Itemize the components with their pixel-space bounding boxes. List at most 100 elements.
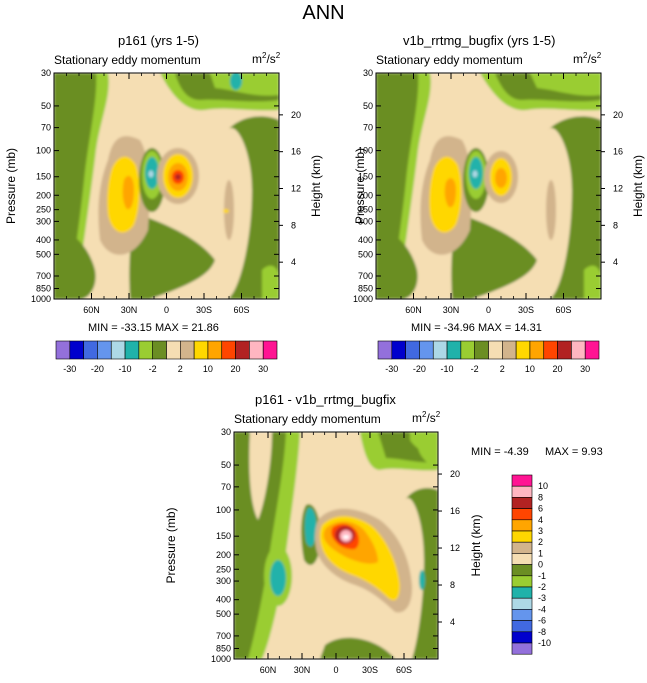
colorbar-swatch xyxy=(511,474,533,487)
height-tick-label: 4 xyxy=(291,257,296,267)
colorbar-swatch xyxy=(446,340,462,360)
colorbar-label: 4 xyxy=(538,515,543,525)
pressure-tick-label: 250 xyxy=(36,205,51,215)
height-tick-label: 20 xyxy=(613,110,623,120)
pressure-tick-label: 300 xyxy=(36,216,51,226)
colorbar-swatch xyxy=(180,340,195,360)
colorbar-swatch xyxy=(432,340,448,360)
colorbar-swatch xyxy=(460,340,475,360)
colorbar-label: 30 xyxy=(258,364,268,374)
pressure-tick-label: 250 xyxy=(216,564,231,574)
colorbar-label: -6 xyxy=(538,616,546,626)
colorbar-swatch xyxy=(511,497,533,509)
pressure-tick-label: 70 xyxy=(221,482,231,492)
lat-tick-label: 30N xyxy=(121,305,138,315)
pressure-tick-label: 400 xyxy=(358,235,373,245)
colorbar-swatch xyxy=(193,340,209,360)
colorbar-swatch xyxy=(511,631,533,644)
pressure-tick-label: 1000 xyxy=(31,294,51,304)
colorbar-swatch xyxy=(391,340,406,360)
panel-3-stats-max: MAX = 9.93 xyxy=(545,446,603,458)
lat-tick-label: 30N xyxy=(294,665,311,675)
colorbar-swatch xyxy=(474,340,489,360)
colorbar-swatch xyxy=(529,340,545,360)
pressure-tick-label: 850 xyxy=(358,284,373,294)
colorbar-label: -10 xyxy=(538,638,551,648)
colorbar-label: 3 xyxy=(538,526,543,536)
height-tick-label: 12 xyxy=(450,543,460,553)
panel-3-units: m2/s2 xyxy=(412,410,441,425)
lat-tick-label: 30S xyxy=(196,305,212,315)
colorbar-swatch xyxy=(571,340,586,360)
panel-2-contour-plot xyxy=(375,72,602,300)
colorbar-swatch xyxy=(511,485,533,498)
panel-2-stats: MIN = -34.96 MAX = 14.31 xyxy=(411,322,542,334)
colorbar-swatch xyxy=(511,530,533,543)
colorbar-label: -3 xyxy=(538,593,546,603)
pressure-tick-label: 50 xyxy=(363,101,373,111)
pressure-axis-label: Pressure (mb) xyxy=(164,507,178,583)
panel-3-contour-plot xyxy=(233,431,439,660)
pressure-tick-label: 700 xyxy=(358,271,373,281)
panel-3-title: p161 - v1b_rrtmg_bugfix xyxy=(255,392,396,407)
pressure-tick-label: 150 xyxy=(216,531,231,541)
pressure-tick-label: 300 xyxy=(216,576,231,586)
pressure-axis-label: Pressure (mb) xyxy=(353,148,367,224)
colorbar-label: 10 xyxy=(538,481,548,491)
height-tick-label: 8 xyxy=(291,220,296,230)
colorbar-label: -20 xyxy=(91,364,104,374)
panel-3-stats-min: MIN = -4.39 xyxy=(471,446,529,458)
lat-tick-label: 0 xyxy=(486,305,491,315)
lat-tick-label: 60N xyxy=(405,305,422,315)
colorbar-swatch xyxy=(166,340,181,360)
colorbar-label: -2 xyxy=(538,582,546,592)
height-tick-label: 16 xyxy=(613,147,623,157)
pressure-tick-label: 30 xyxy=(221,427,231,437)
pressure-axis-label: Pressure (mb) xyxy=(4,148,18,224)
colorbar-swatch xyxy=(207,340,223,360)
pressure-tick-label: 300 xyxy=(358,216,373,226)
colorbar-swatch xyxy=(584,340,600,360)
pressure-tick-label: 500 xyxy=(358,249,373,259)
height-tick-label: 4 xyxy=(450,617,455,627)
pressure-tick-label: 70 xyxy=(363,123,373,133)
colorbar-swatch xyxy=(515,340,531,360)
lat-tick-label: 60N xyxy=(83,305,100,315)
panel-1-contour-plot xyxy=(53,72,280,300)
pressure-tick-label: 400 xyxy=(36,235,51,245)
panel-3-subtitle: Stationary eddy momentum xyxy=(234,412,381,426)
panel-3-axes: 305070100150200250300400500700850100060N… xyxy=(164,427,483,675)
colorbar-label: -4 xyxy=(538,604,546,614)
height-axis-label: Height (km) xyxy=(469,514,483,576)
colorbar-swatch xyxy=(511,564,533,577)
colorbar-swatch xyxy=(83,340,98,360)
colorbar-swatch xyxy=(97,340,112,360)
colorbar-label: -30 xyxy=(385,364,398,374)
colorbar-swatch xyxy=(55,340,71,360)
colorbar-swatch xyxy=(69,340,84,360)
height-tick-label: 20 xyxy=(450,469,460,479)
colorbar-swatch xyxy=(557,340,572,360)
lat-tick-label: 60N xyxy=(260,665,277,675)
colorbar-swatch xyxy=(377,340,393,360)
colorbar-swatch xyxy=(511,519,533,532)
pressure-tick-label: 70 xyxy=(41,123,51,133)
colorbar-swatch xyxy=(262,340,278,360)
lat-tick-label: 60S xyxy=(396,665,412,675)
panel-1-axes: 305070100150200250300400500700850100060N… xyxy=(4,68,323,315)
colorbar-label: 2 xyxy=(178,364,183,374)
pressure-tick-label: 100 xyxy=(36,146,51,156)
pressure-tick-label: 850 xyxy=(216,643,231,653)
height-tick-label: 8 xyxy=(613,220,618,230)
lat-tick-label: 30S xyxy=(362,665,378,675)
panel-1-title: p161 (yrs 1-5) xyxy=(118,33,199,48)
colorbar-swatch xyxy=(511,541,533,554)
height-tick-label: 20 xyxy=(291,110,301,120)
colorbar-label: 8 xyxy=(538,492,543,502)
colorbar-label: -10 xyxy=(119,364,132,374)
colorbar-label: 10 xyxy=(203,364,213,374)
pressure-tick-label: 100 xyxy=(358,146,373,156)
pressure-tick-label: 700 xyxy=(36,271,51,281)
height-tick-label: 16 xyxy=(450,506,460,516)
